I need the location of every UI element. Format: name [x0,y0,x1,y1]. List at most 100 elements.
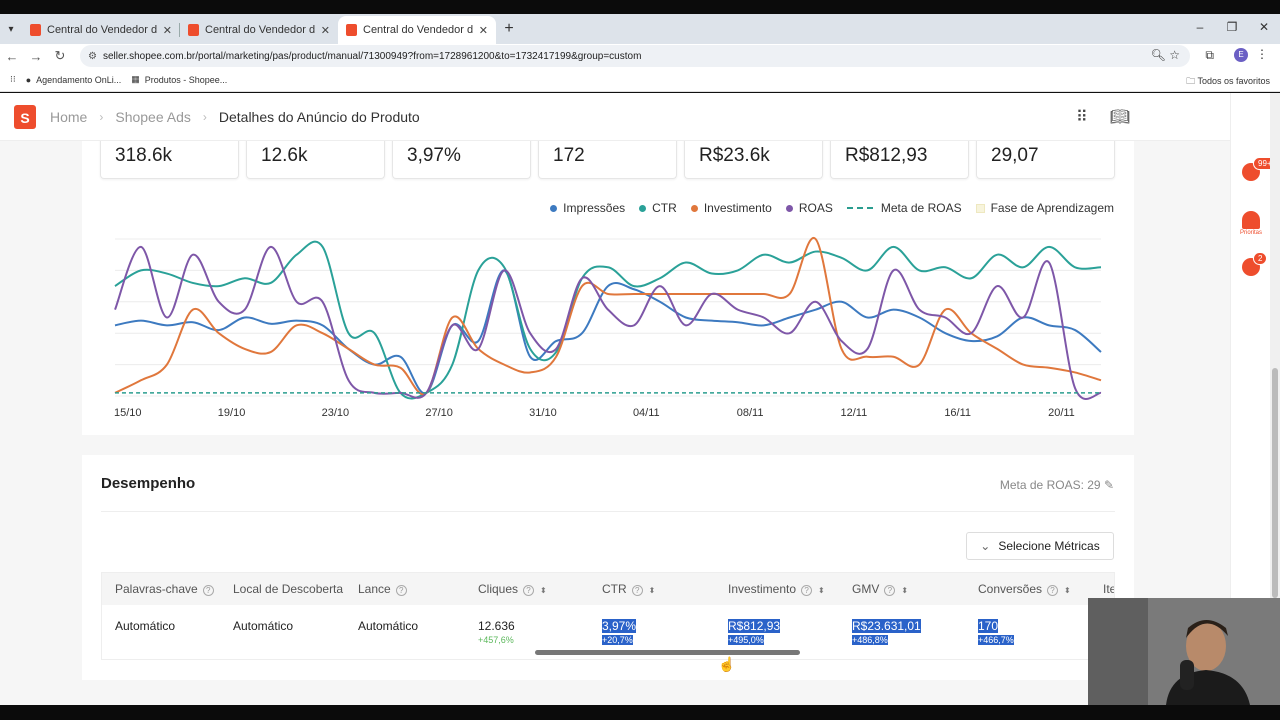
select-metrics-button[interactable]: ⌄ Selecione Métricas [966,532,1114,560]
help-icon[interactable]: ? [631,585,643,596]
edit-icon[interactable]: ✎ [1103,478,1114,492]
legend-meta-roas[interactable]: Meta de ROAS [846,201,962,215]
browser-tab-3-active[interactable]: Central do Vendedor da Shopee ✕ [338,16,496,44]
header-investimento[interactable]: Investimento? ⬍ [728,582,825,596]
sort-icon[interactable]: ⬍ [540,586,547,595]
header-label: Palavras-chave [115,582,198,596]
bookmark-produtos[interactable]: ▦ Produtos - Shopee... [131,74,227,85]
tab-separator [179,23,180,37]
desempenho-card: Desempenho Meta de ROAS: 29 ✎ ⌄ Selecione… [82,455,1134,680]
book-icon[interactable]: 📖︎ [1109,109,1130,126]
all-bookmarks-label: Todos os favoritos [1197,76,1270,86]
close-tab-icon[interactable]: ✕ [320,24,330,37]
browser-tab-1[interactable]: Central do Vendedor da Shopee ✕ [22,16,180,44]
x-tick-label: 12/11 [841,407,868,419]
breadcrumb-home[interactable]: Home [50,108,88,125]
table-header: Palavras-chave? Local de Descoberta Lanc… [102,573,1114,605]
header-label: GMV [852,582,880,596]
shopee-favicon-icon [30,24,41,36]
help-icon[interactable]: ? [395,585,407,596]
site-info-icon[interactable]: ⚙ [88,50,97,62]
tab-search-dropdown[interactable]: ▾ [8,23,14,35]
forward-icon[interactable]: → [29,48,43,64]
apps-grid-icon[interactable]: ⁝⁝ [10,74,16,84]
address-bar-row: ← → ↻ ⚙ seller.shopee.com.br/portal/mark… [0,44,1280,68]
metric-cliques[interactable]: 12.6k [246,137,385,179]
extensions-icon[interactable]: ⧉ [1205,48,1214,62]
bookmark-label: Agendamento OnLi... [36,74,122,85]
metric-roas[interactable]: 29,07 [976,137,1115,179]
bookmark-agendamento[interactable]: ● Agendamento OnLi... [26,75,122,85]
chat[interactable]: 2 [1239,252,1268,276]
tab-strip: ▾ Central do Vendedor da Shopee ✕ Centra… [0,14,1280,44]
close-window-icon[interactable]: ✕ [1258,20,1270,34]
legend-dot [690,204,698,212]
header-gmv[interactable]: GMV? ⬍ [852,582,908,596]
close-tab-icon[interactable]: ✕ [162,24,172,37]
x-tick-label: 08/11 [737,407,764,419]
meta-roas-value[interactable]: Meta de ROAS: 29 ✎ [1000,478,1114,492]
help-icon[interactable]: ? [801,585,813,596]
shopee-logo[interactable]: S [14,104,36,129]
help-icon[interactable]: ? [884,585,896,596]
sort-icon[interactable]: ⬍ [1064,586,1071,595]
bookmarks-bar: ⁝⁝ ● Agendamento OnLi... ▦ Produtos - Shop… [0,68,1280,92]
cell-palavras-chave: Automático [115,619,176,633]
metric-impressoes[interactable]: 318.6k [100,137,239,179]
legend-label: Meta de ROAS [880,201,962,215]
header-lance: Lance? [358,582,407,596]
chevron-right-icon: › [202,109,207,124]
series-roas [114,245,1102,400]
close-tab-icon[interactable]: ✕ [478,24,488,37]
legend-ctr[interactable]: CTR [639,201,677,215]
priority[interactable]: Prioritas [1239,211,1263,236]
table-horizontal-scrollbar[interactable] [535,650,800,655]
cell-conversoes-delta: +466,7% [978,635,1014,645]
header-itens: Ite [1103,582,1114,596]
profile-avatar[interactable]: E [1234,48,1248,62]
metrics-chart-card: 318.6k 12.6k 3,97% 172 R$23.6k R$812,93 … [82,137,1134,435]
minimize-icon[interactable]: – [1196,20,1204,34]
x-tick-label: 20/11 [1048,407,1075,419]
mouse-cursor-icon: ☝ [718,656,736,672]
cell-lance: Automático [358,619,419,633]
sort-icon[interactable]: ⬍ [818,586,825,595]
browser-tab-2[interactable]: Central do Vendedor da Shopee ✕ [180,16,338,44]
all-bookmarks[interactable]: 🗀 Todos os favoritos [1186,76,1270,86]
legend-label: Impressões [563,201,626,215]
metric-gmv[interactable]: R$23.6k [684,137,823,179]
metric-ctr[interactable]: 3,97% [392,137,531,179]
back-icon[interactable]: ← [5,48,19,64]
legend-roas[interactable]: ROAS [785,201,833,215]
apps-grid-icon[interactable]: ⠿ [1075,109,1088,126]
help-icon[interactable]: ? [202,585,214,596]
sort-icon[interactable]: ⬍ [901,586,909,595]
browser-menu-icon[interactable]: ⋮ [1256,47,1268,61]
legend-investimento[interactable]: Investimento [690,201,772,215]
performance-line-chart[interactable]: 15/10 19/10 23/10 27/10 31/10 04/11 08/11 12/11… [82,221,1134,421]
restore-icon[interactable]: ❐ [1226,20,1238,34]
sort-icon[interactable]: ⬍ [648,586,656,595]
page-scrollbar[interactable] [1270,93,1280,705]
meta-roas-text: Meta de ROAS: 29 [999,478,1101,492]
breadcrumb-shopee-ads[interactable]: Shopee Ads [115,108,191,125]
header-cliques[interactable]: Cliques? ⬍ [478,582,547,596]
reload-icon[interactable]: ↻ [54,48,66,63]
notifications[interactable]: 99+ [1239,157,1270,181]
help-icon[interactable]: ? [1047,585,1059,596]
header-conversoes[interactable]: Conversões? ⬍ [978,582,1071,596]
legend-label: Fase de Aprendizagem [990,201,1114,215]
legend-fase-aprendizagem[interactable]: Fase de Aprendizagem [975,201,1114,215]
metric-investimento[interactable]: R$812,93 [830,137,969,179]
help-icon[interactable]: ? [523,585,535,596]
legend-impressoes[interactable]: Impressões [550,201,625,215]
x-tick-label: 19/10 [218,407,246,419]
metric-conversoes[interactable]: 172 [538,137,677,179]
header-ctr[interactable]: CTR? ⬍ [602,582,655,596]
scrollbar-thumb[interactable] [1272,368,1278,598]
zoom-star-icons[interactable]: 🔍︎ ☆ [1150,48,1180,62]
new-tab-button[interactable]: + [504,20,514,37]
webcam-person-icon [1088,598,1280,705]
url-input[interactable]: ⚙ seller.shopee.com.br/portal/marketing/… [80,45,1190,67]
priority-icon [1242,211,1260,229]
